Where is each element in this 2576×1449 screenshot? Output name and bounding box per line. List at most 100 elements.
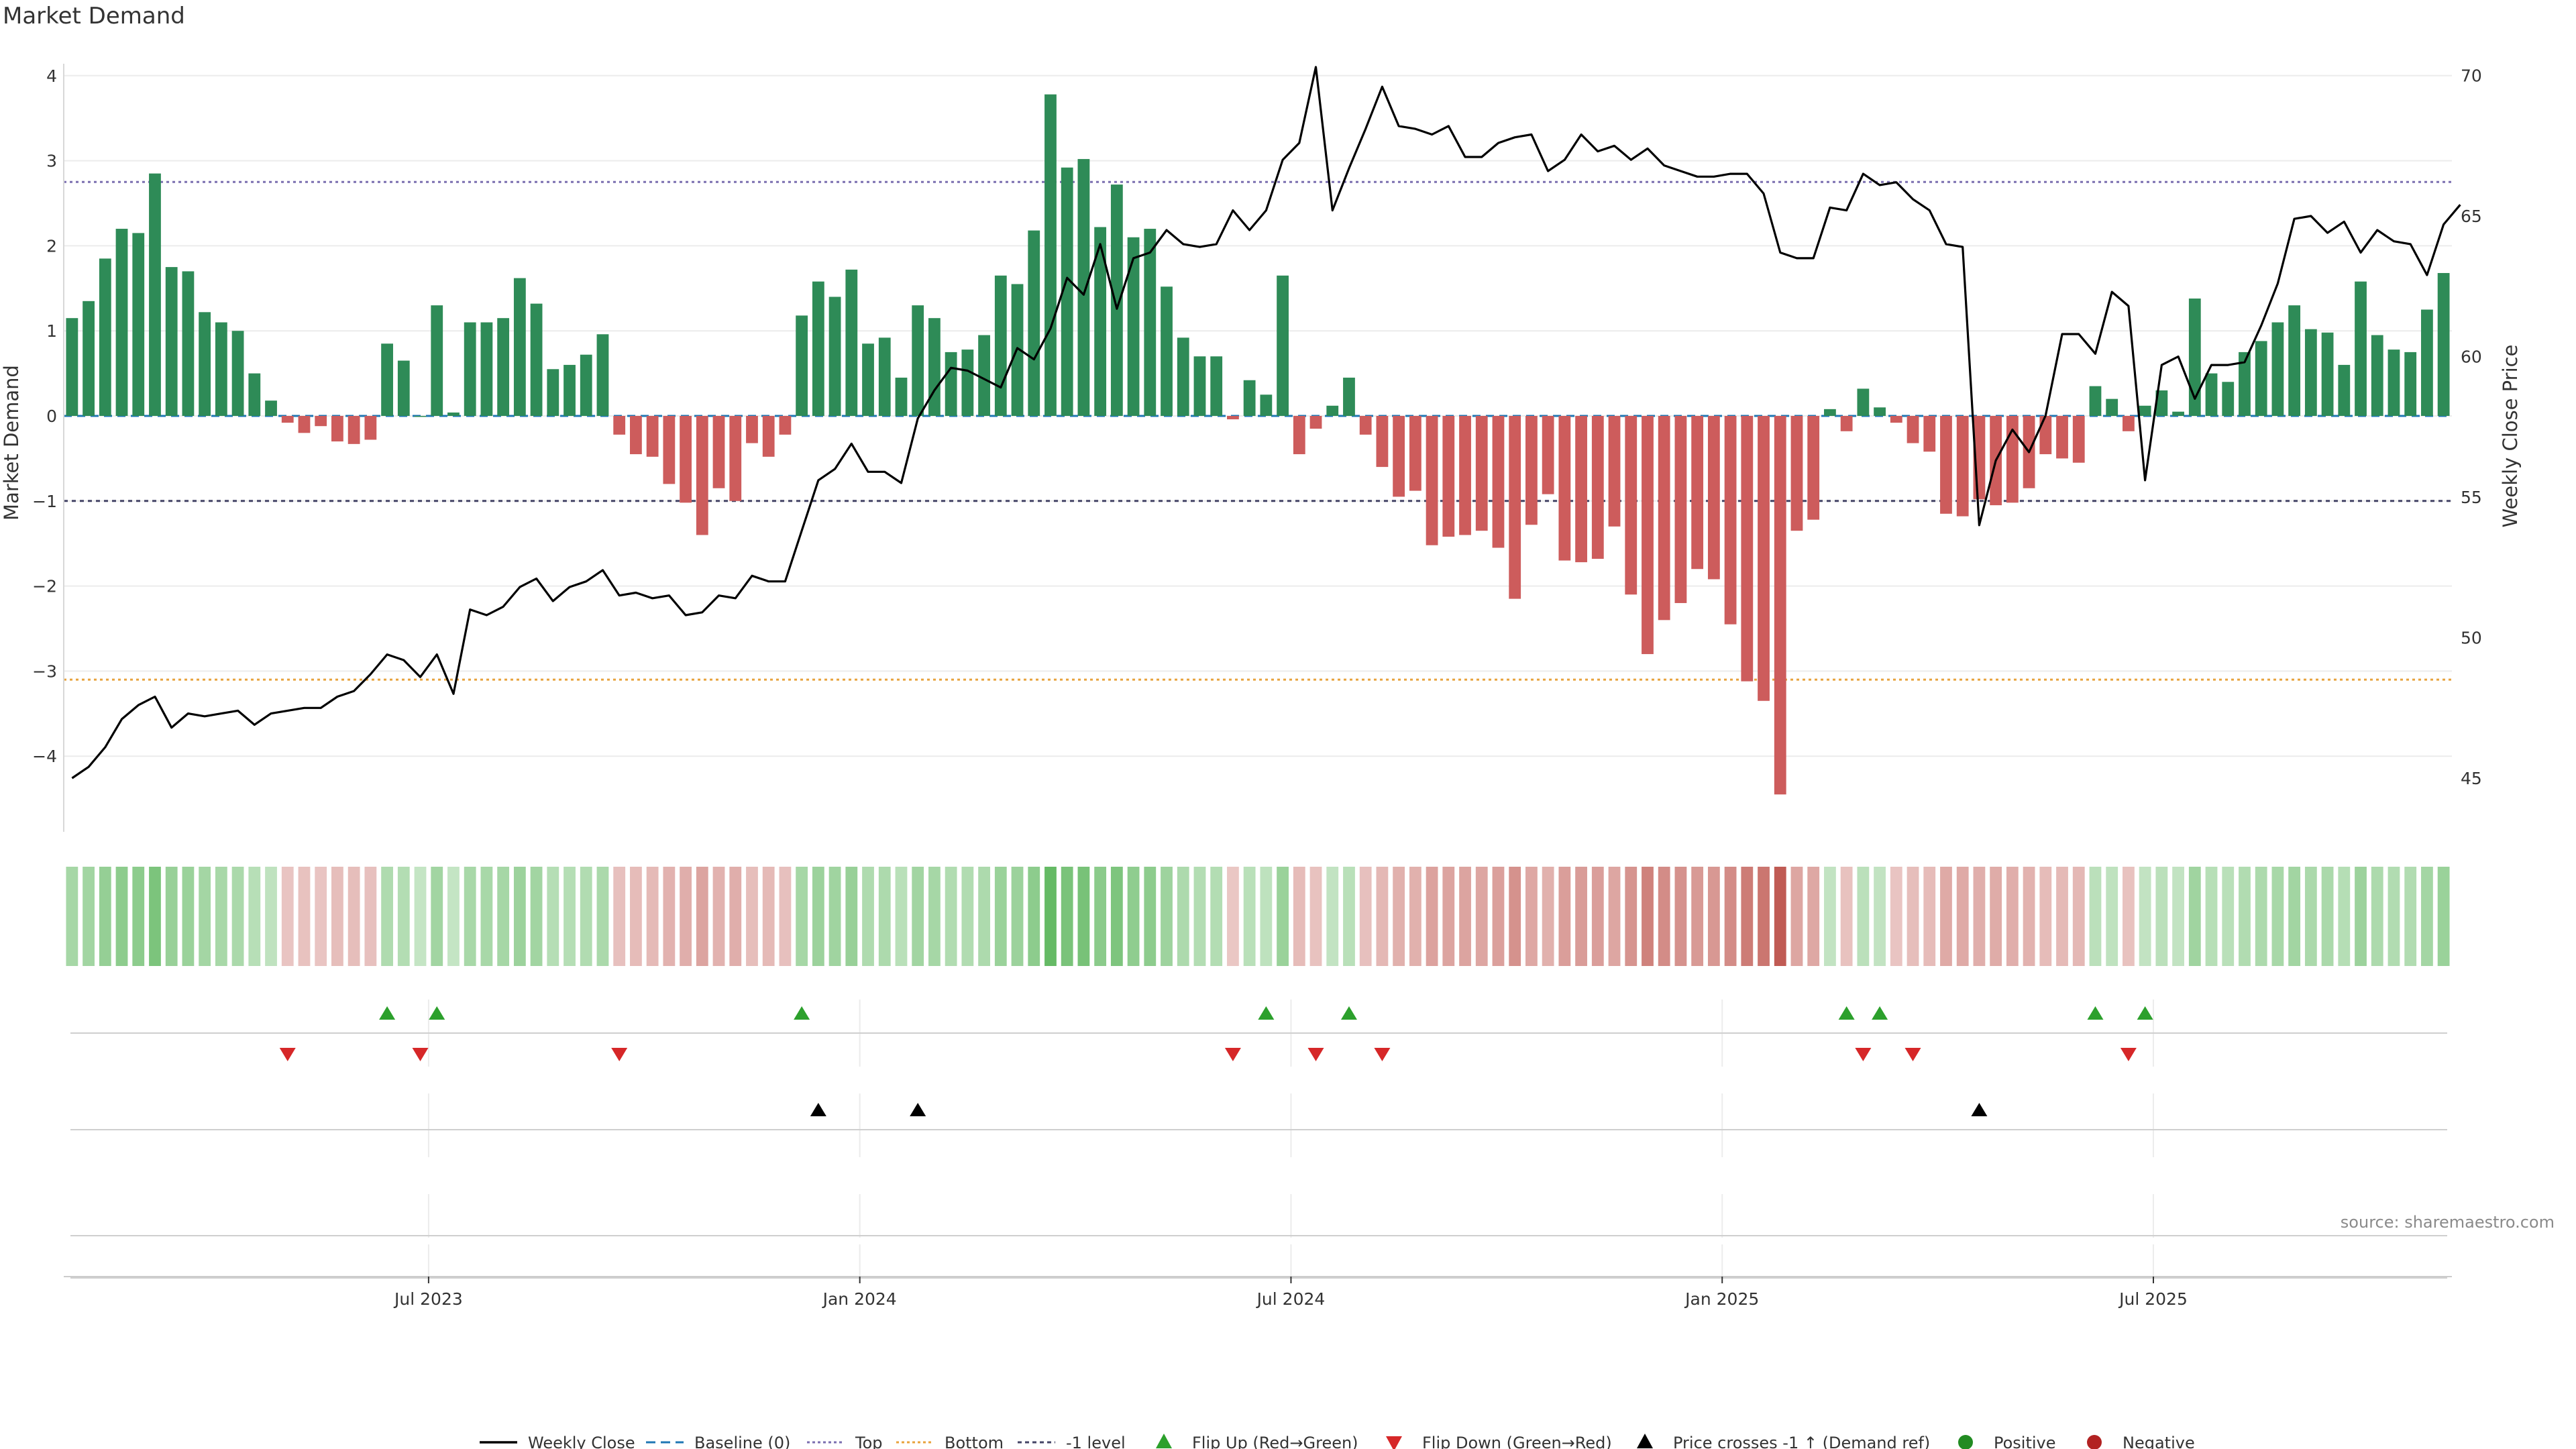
flip-down-marker bbox=[412, 1048, 429, 1061]
heat-cell bbox=[265, 867, 277, 966]
legend-swatch-flip-up bbox=[1156, 1434, 1172, 1448]
heat-cell bbox=[364, 867, 377, 966]
heat-cell bbox=[1923, 867, 1936, 966]
x-tick-label: Jan 2025 bbox=[1684, 1289, 1759, 1309]
demand-bar bbox=[1758, 416, 1770, 701]
demand-bar bbox=[978, 335, 990, 416]
heat-cell bbox=[1724, 867, 1737, 966]
y-tick-left: 3 bbox=[46, 152, 57, 171]
demand-bar bbox=[2172, 411, 2184, 416]
heat-cell bbox=[978, 867, 990, 966]
heat-cell bbox=[1110, 867, 1123, 966]
heat-cell bbox=[812, 867, 824, 966]
heat-cell bbox=[1774, 867, 1786, 966]
demand-bar bbox=[2205, 373, 2218, 416]
heat-cell bbox=[1277, 867, 1289, 966]
heat-cell bbox=[1575, 867, 1587, 966]
heat-cell bbox=[447, 867, 460, 966]
signal-markers bbox=[70, 1006, 2447, 1279]
heat-cell bbox=[1973, 867, 1986, 966]
heat-cell bbox=[1492, 867, 1505, 966]
flip-down-marker bbox=[1904, 1048, 1921, 1061]
heat-cell bbox=[1542, 867, 1554, 966]
demand-bar bbox=[2039, 416, 2052, 455]
demand-bar bbox=[1558, 416, 1571, 561]
demand-bar bbox=[580, 354, 592, 416]
flip-up-marker bbox=[2087, 1006, 2104, 1020]
demand-bar bbox=[796, 315, 808, 416]
heat-cell bbox=[2123, 867, 2135, 966]
flip-down-marker bbox=[1224, 1048, 1241, 1061]
heat-cell bbox=[2271, 867, 2284, 966]
heat-cell bbox=[1044, 867, 1057, 966]
x-tick-label: Jul 2025 bbox=[2118, 1289, 2188, 1309]
demand-bar bbox=[530, 303, 543, 416]
demand-bar bbox=[1293, 416, 1305, 455]
heat-cell bbox=[1426, 867, 1438, 966]
heat-cell bbox=[315, 867, 327, 966]
demand-bar bbox=[1907, 416, 1919, 443]
heat-cell bbox=[1193, 867, 1206, 966]
heat-cell bbox=[464, 867, 476, 966]
heat-cell bbox=[1707, 867, 1720, 966]
heat-cell bbox=[1857, 867, 1870, 966]
heat-cell bbox=[2205, 867, 2218, 966]
heat-cell bbox=[1840, 867, 1853, 966]
demand-bar bbox=[1807, 416, 1820, 520]
heat-cell bbox=[2371, 867, 2383, 966]
heat-cell bbox=[132, 867, 145, 966]
demand-bar bbox=[1475, 416, 1488, 531]
demand-bar bbox=[1625, 416, 1638, 595]
demand-bar bbox=[447, 412, 460, 416]
demand-bar bbox=[1210, 356, 1223, 416]
y-tick-right: 65 bbox=[2461, 207, 2482, 226]
heat-cell bbox=[1260, 867, 1273, 966]
demand-bar bbox=[298, 416, 311, 433]
demand-bar bbox=[1857, 388, 1870, 416]
demand-bar bbox=[1608, 416, 1621, 527]
heat-cell bbox=[862, 867, 874, 966]
demand-bar bbox=[480, 322, 493, 416]
y-tick-left: −2 bbox=[32, 577, 57, 596]
demand-bar bbox=[513, 278, 526, 416]
heat-cell bbox=[1558, 867, 1571, 966]
heat-cell bbox=[2089, 867, 2102, 966]
heat-cell bbox=[1077, 867, 1090, 966]
demand-bar bbox=[878, 337, 891, 416]
heat-cell bbox=[1790, 867, 1803, 966]
heat-cell bbox=[2239, 867, 2251, 966]
demand-bar bbox=[812, 281, 824, 416]
demand-bar bbox=[231, 331, 244, 416]
heat-cell bbox=[2056, 867, 2068, 966]
heat-cell bbox=[646, 867, 659, 966]
legend-label: Positive bbox=[1994, 1434, 2056, 1449]
demand-bar bbox=[1642, 416, 1654, 655]
heat-cell bbox=[596, 867, 609, 966]
legend-swatch-positive bbox=[1958, 1435, 1973, 1449]
heat-cell bbox=[1309, 867, 1322, 966]
heat-cell bbox=[680, 867, 692, 966]
heat-cell bbox=[1956, 867, 1969, 966]
flip-up-marker bbox=[379, 1006, 396, 1020]
y-axis-label-left: Market Demand bbox=[0, 365, 23, 521]
demand-bar bbox=[414, 416, 427, 417]
heat-cell bbox=[1210, 867, 1223, 966]
demand-bar bbox=[680, 416, 692, 503]
demand-bar bbox=[1575, 416, 1587, 563]
heat-cell bbox=[1658, 867, 1670, 966]
heat-cell bbox=[165, 867, 178, 966]
legend-label: -1 level bbox=[1066, 1434, 1126, 1449]
y-tick-right: 55 bbox=[2461, 488, 2482, 507]
heat-cell bbox=[347, 867, 360, 966]
legend-label: Bottom bbox=[945, 1434, 1004, 1449]
heat-cell bbox=[762, 867, 775, 966]
heat-cell bbox=[1161, 867, 1173, 966]
heat-cell bbox=[2304, 867, 2317, 966]
demand-bar bbox=[1028, 230, 1040, 416]
heat-cell bbox=[1907, 867, 1919, 966]
demand-bar bbox=[2222, 382, 2235, 416]
demand-bar bbox=[1227, 416, 1239, 420]
demand-bar bbox=[165, 267, 178, 416]
demand-bar bbox=[596, 334, 609, 416]
demand-bar bbox=[630, 416, 642, 455]
